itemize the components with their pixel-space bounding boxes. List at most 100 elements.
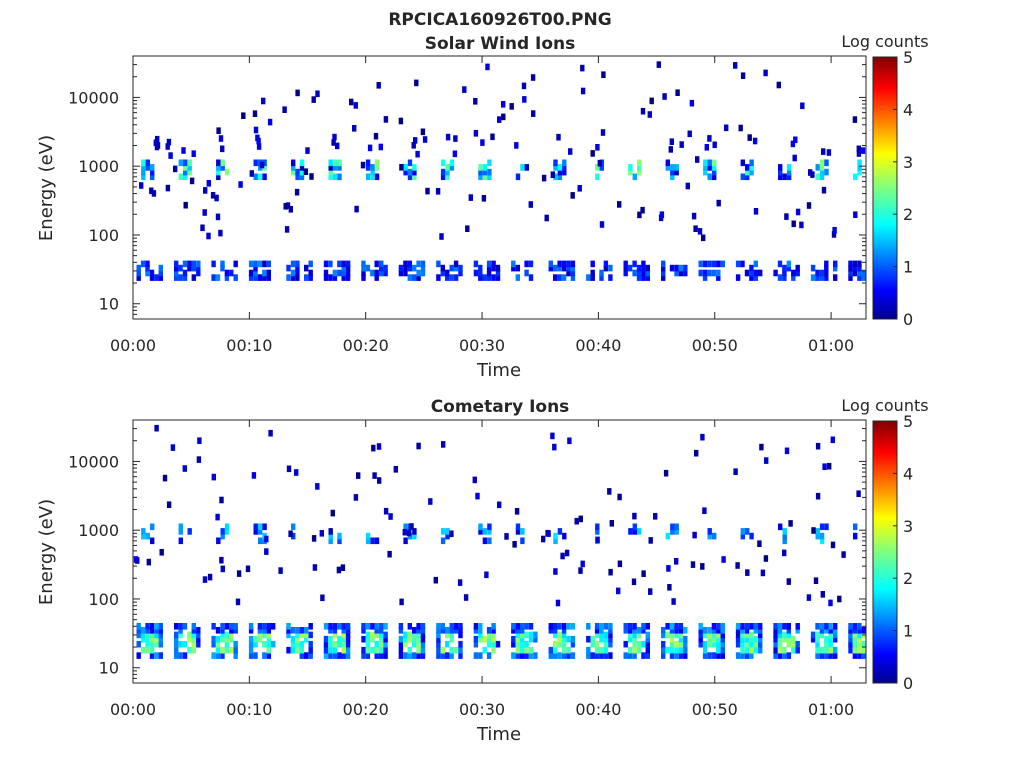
heatmap-cell <box>262 164 267 171</box>
heatmap-cell <box>383 623 388 630</box>
heatmap-cell <box>440 623 445 630</box>
heatmap-cell <box>458 646 463 654</box>
heatmap-cell <box>820 591 825 598</box>
heatmap-cell <box>241 112 246 119</box>
heatmap-cell <box>515 173 521 181</box>
heatmap-cell <box>700 433 705 441</box>
colorbar-tick-label: 0 <box>903 674 913 693</box>
heatmap-cell <box>473 652 479 659</box>
heatmap-cell <box>627 646 633 654</box>
heatmap-cell <box>778 173 783 181</box>
heatmap-cell <box>196 456 202 463</box>
heatmap-cell <box>524 631 529 639</box>
heatmap-cell <box>379 635 384 643</box>
colorbar-ticks: 0 1 2 3 4 5 <box>893 412 913 693</box>
heatmap-cell <box>595 528 600 535</box>
heatmap-cell <box>810 274 816 281</box>
heatmap-cell <box>702 260 708 268</box>
heatmap-cell <box>294 188 300 196</box>
heatmap-cell <box>674 164 679 171</box>
heatmap-cell <box>337 635 342 643</box>
heatmap-cell <box>491 264 496 272</box>
heatmap-cell <box>665 623 670 630</box>
heatmap-cell <box>603 635 609 643</box>
heatmap-cell <box>224 528 230 535</box>
heatmap-cell <box>852 646 858 654</box>
heatmap-cell <box>146 558 151 566</box>
heatmap-cell <box>744 623 750 630</box>
heatmap-cell <box>341 264 346 272</box>
heatmap-cell <box>403 631 408 639</box>
heatmap-cell <box>486 269 492 277</box>
heatmap-cell <box>149 627 155 634</box>
colorbar-label: Log counts <box>841 32 928 51</box>
heatmap-cell <box>478 528 483 535</box>
heatmap-cell <box>248 627 254 634</box>
heatmap-cell <box>288 206 293 213</box>
heatmap-cell <box>795 269 800 277</box>
heatmap-cell <box>440 537 446 545</box>
heatmap-cell <box>740 260 745 268</box>
heatmap-cell <box>178 627 183 634</box>
heatmap-cell <box>224 523 230 531</box>
heatmap-cell <box>557 652 562 659</box>
heatmap-cell <box>248 274 254 281</box>
heatmap-cell <box>266 260 271 268</box>
heatmap-cell <box>216 127 221 134</box>
heatmap-cell <box>632 260 637 268</box>
heatmap-cell <box>458 640 463 648</box>
x-tick-label: 00:00 <box>110 700 156 719</box>
heatmap-cell <box>295 627 300 634</box>
heatmap-cell <box>678 269 684 277</box>
heatmap-cell <box>531 110 536 117</box>
heatmap-cell <box>258 523 263 531</box>
heatmap-cell <box>520 623 525 630</box>
heatmap-cell <box>264 548 269 555</box>
heatmap-cell <box>546 530 551 537</box>
heatmap-cell <box>440 627 445 634</box>
heatmap-cell <box>552 443 557 451</box>
heatmap-cell <box>439 233 444 240</box>
heatmap-cell <box>308 260 313 268</box>
heatmap-cell <box>286 264 291 272</box>
heatmap-cell <box>140 627 146 634</box>
heatmap-cell <box>782 264 787 272</box>
heatmap-cell <box>248 269 254 277</box>
heatmap-cell <box>141 173 146 181</box>
heatmap-cell <box>707 627 712 634</box>
heatmap-cell <box>707 532 712 540</box>
heatmap-cell <box>678 635 684 643</box>
heatmap-cell <box>562 159 567 167</box>
heatmap-cell <box>758 627 763 634</box>
heatmap-cell <box>753 627 758 634</box>
heatmap-cell <box>220 627 225 634</box>
heatmap-cell <box>165 184 171 192</box>
heatmap-cell <box>799 221 804 229</box>
heatmap-cell <box>670 173 675 181</box>
heatmap-cell <box>374 269 379 277</box>
heatmap-cell <box>515 523 521 531</box>
heatmap-cell <box>365 173 371 181</box>
heatmap-cell <box>341 627 346 634</box>
heatmap-cell <box>398 640 404 648</box>
y-tick-label: 10 <box>99 659 119 678</box>
heatmap-cell <box>211 623 216 630</box>
heatmap-cell <box>580 560 585 568</box>
heatmap-cell <box>183 164 188 171</box>
heatmap-cell <box>712 532 717 540</box>
heatmap-cell <box>453 260 459 268</box>
heatmap-cell <box>258 537 263 545</box>
heatmap-cell <box>740 528 745 535</box>
heatmap-cell <box>777 627 783 634</box>
heatmap-cell <box>674 623 679 630</box>
heatmap-cell <box>861 640 866 648</box>
heatmap-cell <box>154 627 159 634</box>
heatmap-cell <box>440 264 445 272</box>
heatmap-cell <box>661 646 666 654</box>
heatmap-cell <box>740 635 745 643</box>
heatmap-cell <box>449 631 454 639</box>
heatmap-cell <box>782 532 787 540</box>
heatmap-cell <box>373 132 379 140</box>
heatmap-cell <box>603 652 609 659</box>
heatmap-cell <box>707 159 712 167</box>
